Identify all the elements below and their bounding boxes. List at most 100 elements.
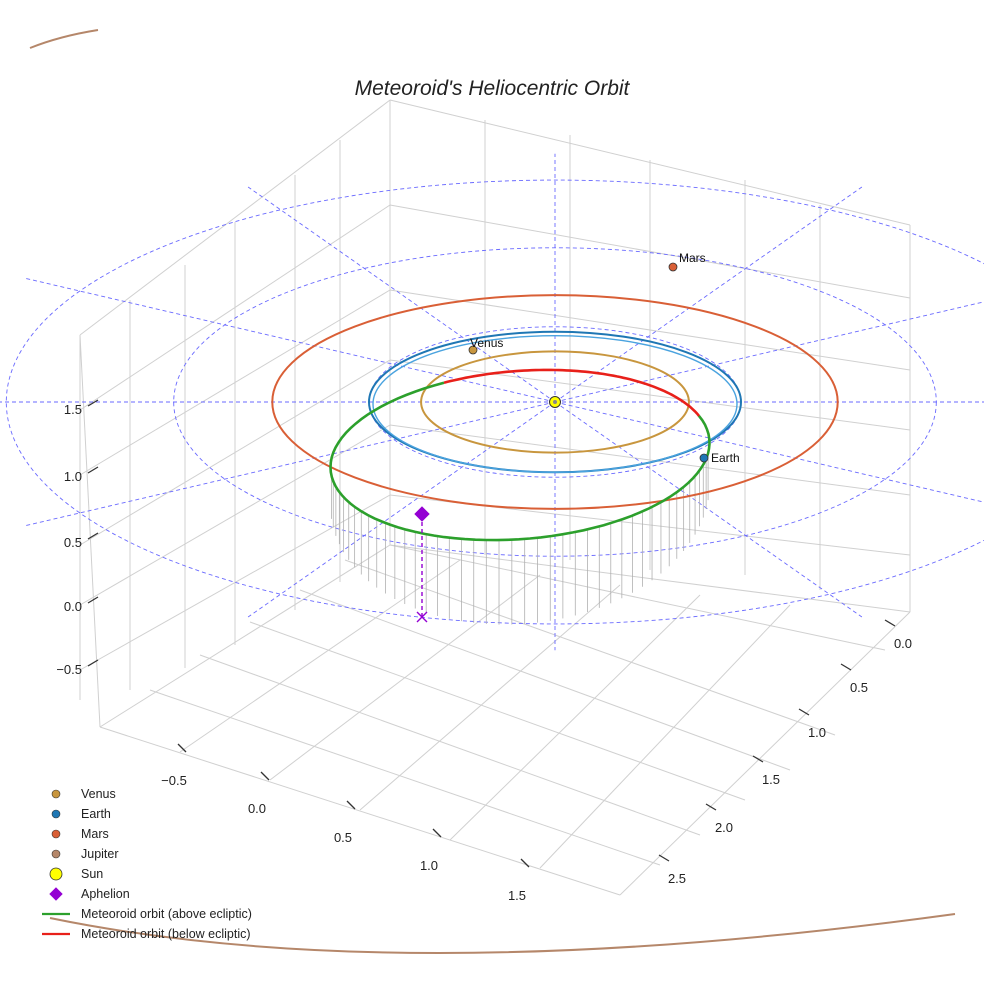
legend-item: Meteoroid orbit (below ecliptic) xyxy=(42,927,251,941)
legend-label: Aphelion xyxy=(81,887,130,901)
legend-marker-dot xyxy=(51,809,61,819)
box-grid-line xyxy=(149,689,661,866)
box-grid-line xyxy=(359,584,621,811)
z-tick-mark xyxy=(87,596,99,604)
box-grid-line xyxy=(79,289,391,476)
y-tick-mark xyxy=(752,755,764,763)
legend: Venus Earth Mars Jupiter Sun Aphelion Meteoroi… xyxy=(42,787,252,941)
jupiter-orbit-arc-top xyxy=(29,29,99,49)
aphelion-marker xyxy=(414,506,430,522)
jupiter-orbit xyxy=(29,29,956,955)
jupiter-orbit-arc-bottom xyxy=(49,913,956,955)
legend-marker-sun xyxy=(49,867,63,881)
box-grid-line xyxy=(79,494,391,671)
mars-orbit xyxy=(271,294,839,510)
box-grid-line xyxy=(79,334,101,728)
meteoroid-orbit-above-ecliptic xyxy=(329,381,711,542)
z-tick-label: 0.5 xyxy=(64,535,82,550)
box-grid-line xyxy=(99,544,391,728)
box-grid-line xyxy=(299,589,791,771)
axis-ticks: −0.5 0.0 0.5 1.0 1.5 −0.5 0.0 0.5 1.0 1.5 0.0 0.5 1.… xyxy=(56,399,912,903)
box-grid-line xyxy=(344,559,836,736)
box-grid-line xyxy=(539,604,791,869)
box-grid-line xyxy=(179,559,461,753)
x-tick-mark xyxy=(346,800,356,810)
projection-stems xyxy=(331,453,709,625)
box-grid-line xyxy=(79,359,391,546)
legend-label: Earth xyxy=(81,807,111,821)
z-tick-label: 0.0 xyxy=(64,599,82,614)
y-tick-mark xyxy=(658,854,670,862)
y-tick-label: 0.5 xyxy=(850,680,868,695)
polar-grid-spoke xyxy=(554,186,863,403)
polar-grid-spoke xyxy=(554,401,984,503)
ecliptic-polar-grid xyxy=(0,153,984,651)
box-grid-line xyxy=(269,574,541,781)
y-tick-mark xyxy=(798,708,810,716)
x-tick-label: 0.5 xyxy=(334,830,352,845)
box-grid-line xyxy=(79,99,391,336)
legend-item: Jupiter xyxy=(51,847,119,861)
legend-marker-diamond xyxy=(49,887,63,901)
mars-label: Mars xyxy=(679,251,706,265)
x-tick-mark xyxy=(520,858,530,868)
legend-item: Aphelion xyxy=(49,887,130,901)
legend-item: Earth xyxy=(51,807,111,821)
y-tick-label: 2.0 xyxy=(715,820,733,835)
markers: Venus Earth Mars xyxy=(414,251,740,623)
box-grid-line xyxy=(389,544,911,613)
earth-marker xyxy=(699,453,709,463)
legend-label: Mars xyxy=(81,827,109,841)
x-tick-mark xyxy=(432,828,442,838)
y-tick-mark xyxy=(705,803,717,811)
y-tick-label: 2.5 xyxy=(668,871,686,886)
z-tick-label: 1.5 xyxy=(64,402,82,417)
earth-label: Earth xyxy=(711,451,740,465)
box-grid-line xyxy=(449,594,701,841)
x-tick-label: 0.0 xyxy=(248,801,266,816)
polar-grid-ring xyxy=(6,179,984,625)
box-grid-line xyxy=(389,204,911,299)
z-tick-label: 1.0 xyxy=(64,469,82,484)
box-grid-line xyxy=(199,654,701,836)
legend-item: Venus xyxy=(51,787,116,801)
box-grid-line xyxy=(99,726,621,896)
aphelion-projection-marker xyxy=(416,611,428,623)
box-grid-line xyxy=(619,611,911,896)
legend-label: Jupiter xyxy=(81,847,119,861)
meteoroid-orbit-below-ecliptic xyxy=(443,368,701,417)
meteoroid-orbit xyxy=(329,368,711,542)
x-tick-mark xyxy=(260,771,270,781)
y-tick-mark xyxy=(840,663,852,671)
y-tick-label: 1.0 xyxy=(808,725,826,740)
box-grid-line xyxy=(389,544,886,651)
legend-label: Venus xyxy=(81,787,116,801)
legend-label: Meteoroid orbit (below ecliptic) xyxy=(81,927,251,941)
box-grid-line xyxy=(79,204,391,411)
venus-label: Venus xyxy=(470,336,503,350)
legend-item: Sun xyxy=(49,867,103,881)
z-tick-mark xyxy=(87,659,99,667)
legend-marker-dot xyxy=(51,829,61,839)
polar-grid-spoke xyxy=(247,401,556,618)
legend-marker-dot xyxy=(51,789,61,799)
x-tick-label: 1.5 xyxy=(508,888,526,903)
y-tick-label: 1.5 xyxy=(762,772,780,787)
sun-core xyxy=(553,400,557,404)
legend-label: Sun xyxy=(81,867,103,881)
earth-orbit-inner xyxy=(372,334,738,474)
y-tick-label: 0.0 xyxy=(894,636,912,651)
chart-title: Meteoroid's Heliocentric Orbit xyxy=(355,77,631,100)
legend-marker-dot xyxy=(51,849,61,859)
box-grid-line xyxy=(389,359,911,431)
mars-marker xyxy=(668,262,678,272)
x-tick-label: −0.5 xyxy=(161,773,187,788)
x-tick-mark xyxy=(177,743,187,753)
venus-orbit xyxy=(420,350,690,454)
box-grid-line xyxy=(389,99,911,226)
z-tick-label: −0.5 xyxy=(56,662,82,677)
venus-marker xyxy=(468,345,478,355)
z-tick-mark xyxy=(87,532,99,540)
